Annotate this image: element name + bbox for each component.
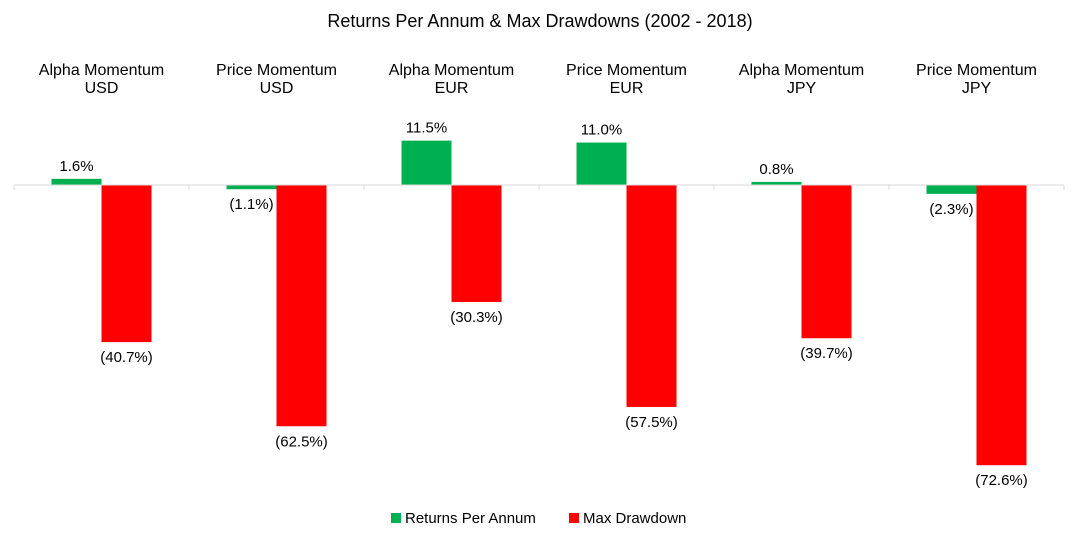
- returns-bar: [51, 178, 102, 185]
- data-label: 0.8%: [759, 161, 793, 178]
- data-label: 11.5%: [406, 120, 447, 137]
- returns-bar: [926, 185, 977, 194]
- category-label: Price Momentum JPY: [916, 62, 1037, 97]
- category-label: Price Momentum EUR: [566, 62, 687, 97]
- legend: Returns Per Annum Max Drawdown: [391, 510, 686, 527]
- drawdown-bar: [276, 185, 327, 427]
- category-label-line: Price Momentum: [216, 62, 337, 79]
- category-label-line: EUR: [435, 80, 469, 97]
- category-label-line: Price Momentum: [916, 62, 1037, 79]
- category-label-line: JPY: [962, 80, 992, 97]
- category-label-line: USD: [85, 80, 119, 97]
- data-label: (57.5%): [625, 414, 678, 431]
- data-label: 11.0%: [581, 122, 622, 139]
- returns-bar: [226, 185, 277, 190]
- data-label: (62.5%): [275, 433, 328, 450]
- data-label: (2.3%): [929, 201, 973, 218]
- returns-bar: [576, 142, 627, 185]
- category-label: Price Momentum USD: [216, 62, 337, 97]
- category-label-line: Alpha Momentum: [389, 62, 514, 79]
- drawdown-bar: [801, 185, 852, 339]
- data-label: (1.1%): [229, 196, 273, 213]
- category-label-line: Alpha Momentum: [39, 62, 164, 79]
- category-label-line: EUR: [610, 80, 644, 97]
- data-label: (72.6%): [975, 472, 1028, 489]
- returns-bar: [401, 140, 452, 185]
- drawdown-bar: [451, 185, 502, 302]
- category-label: Alpha Momentum EUR: [389, 62, 514, 97]
- legend-label: Returns Per Annum: [405, 510, 536, 527]
- data-label: (40.7%): [100, 349, 153, 366]
- category-label-line: USD: [260, 80, 294, 97]
- legend-swatch: [391, 513, 401, 523]
- legend-swatch: [569, 513, 579, 523]
- category-label-line: Alpha Momentum: [739, 62, 864, 79]
- category-label-line: JPY: [787, 80, 817, 97]
- returns-bar: [751, 181, 802, 185]
- drawdown-bar: [976, 185, 1027, 466]
- drawdown-bar: [626, 185, 677, 407]
- category-label: Alpha Momentum USD: [39, 62, 164, 97]
- data-label: 1.6%: [59, 158, 93, 175]
- data-label: (39.7%): [800, 345, 853, 362]
- category-label: Alpha Momentum JPY: [739, 62, 864, 97]
- category-label-line: Price Momentum: [566, 62, 687, 79]
- drawdown-bar: [101, 185, 152, 343]
- data-label: (30.3%): [450, 309, 503, 326]
- legend-label: Max Drawdown: [583, 510, 686, 527]
- chart-title: Returns Per Annum & Max Drawdowns (2002 …: [327, 11, 752, 31]
